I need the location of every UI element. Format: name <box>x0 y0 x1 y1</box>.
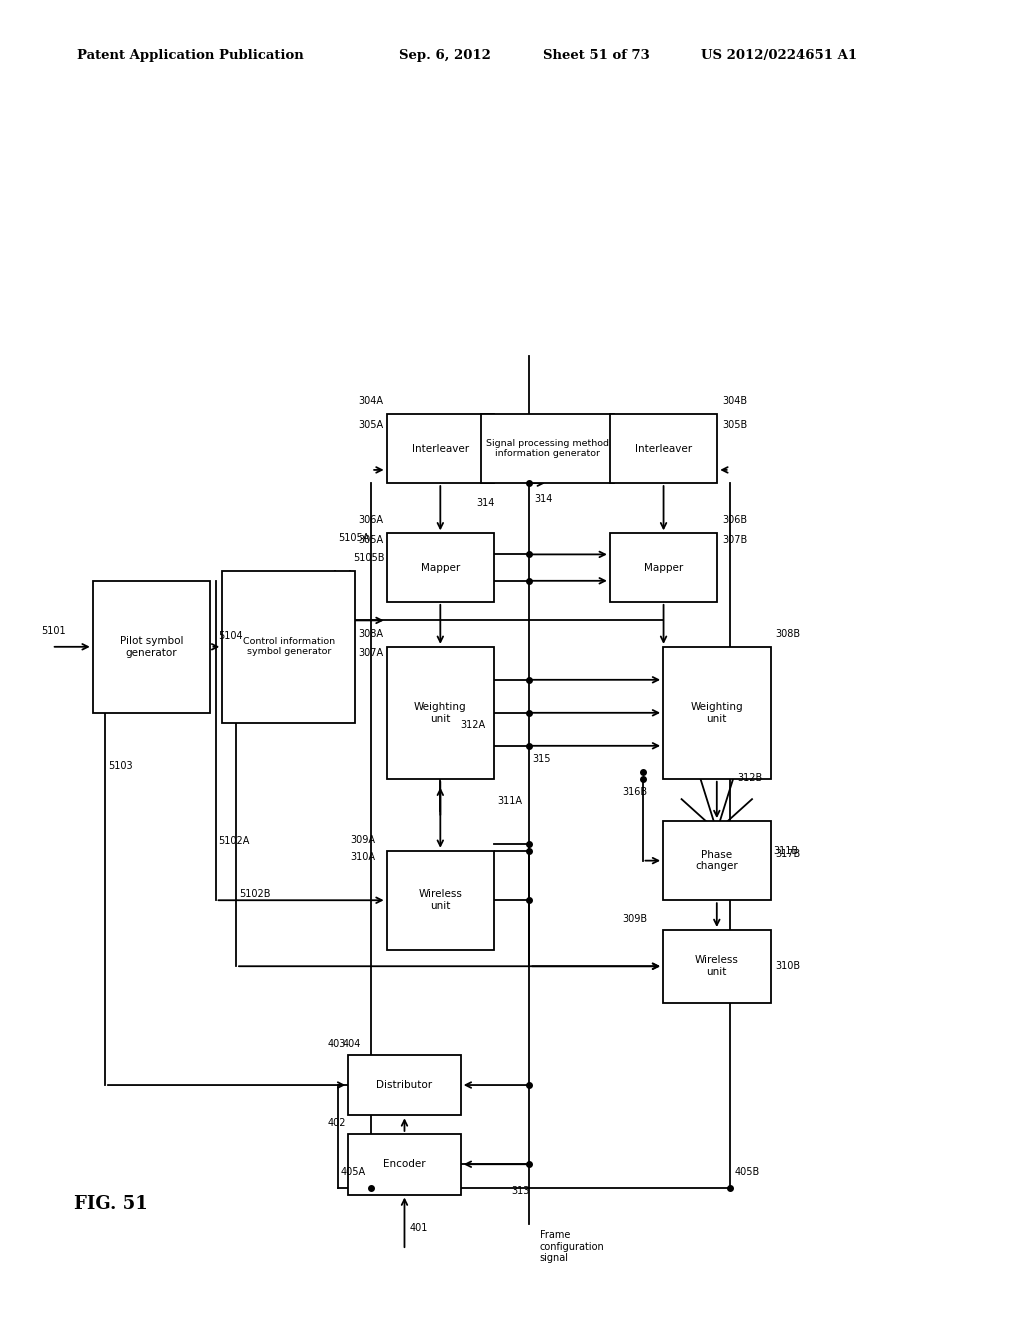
Bar <box>610 414 717 483</box>
Text: 315: 315 <box>532 754 551 764</box>
Text: Frame
configuration
signal: Frame configuration signal <box>540 1230 604 1263</box>
Text: 306B: 306B <box>723 515 748 525</box>
Bar <box>664 647 770 779</box>
Text: Pilot symbol
generator: Pilot symbol generator <box>120 636 183 657</box>
Text: 304A: 304A <box>358 396 383 407</box>
Text: 305A: 305A <box>358 535 383 545</box>
Text: 308A: 308A <box>358 628 383 639</box>
Text: 316B: 316B <box>622 787 647 797</box>
Bar <box>387 533 494 602</box>
Bar <box>348 1134 461 1195</box>
Text: 404: 404 <box>343 1039 361 1049</box>
Bar <box>92 581 211 713</box>
Text: 311B: 311B <box>774 846 799 855</box>
Text: Mapper: Mapper <box>421 562 460 573</box>
Text: 311A: 311A <box>498 796 522 805</box>
Text: 306A: 306A <box>358 515 383 525</box>
Text: Wireless
unit: Wireless unit <box>695 956 738 977</box>
Text: Wireless
unit: Wireless unit <box>419 890 462 911</box>
Text: 312A: 312A <box>461 721 486 730</box>
Text: 317B: 317B <box>776 849 801 859</box>
Text: Mapper: Mapper <box>644 562 683 573</box>
Text: 5102A: 5102A <box>219 836 250 846</box>
Text: 312B: 312B <box>737 774 763 783</box>
Text: Control information
symbol generator: Control information symbol generator <box>243 638 335 656</box>
Text: 5103: 5103 <box>109 760 133 771</box>
Text: 5105B: 5105B <box>353 553 385 562</box>
Text: 309B: 309B <box>622 915 647 924</box>
Text: Signal processing method
information generator: Signal processing method information gen… <box>486 440 609 458</box>
Text: 403: 403 <box>328 1039 346 1049</box>
Text: 5102B: 5102B <box>239 888 270 899</box>
Text: 310B: 310B <box>776 961 801 972</box>
Text: Interleaver: Interleaver <box>412 444 469 454</box>
Text: 314: 314 <box>476 498 495 508</box>
Text: 405A: 405A <box>340 1167 366 1177</box>
Text: 309A: 309A <box>350 836 376 845</box>
Bar <box>348 1055 461 1115</box>
Text: Weighting
unit: Weighting unit <box>690 702 743 723</box>
Text: 308B: 308B <box>776 628 801 639</box>
Bar <box>222 570 355 722</box>
Bar <box>664 929 770 1003</box>
Text: 307B: 307B <box>723 535 748 545</box>
Text: 5104: 5104 <box>219 631 244 642</box>
Text: Sep. 6, 2012: Sep. 6, 2012 <box>399 49 492 62</box>
Text: 305B: 305B <box>723 420 748 430</box>
Text: Distributor: Distributor <box>377 1080 432 1090</box>
Bar <box>387 414 494 483</box>
Text: Phase
changer: Phase changer <box>695 850 738 871</box>
Text: 307A: 307A <box>358 648 383 659</box>
Text: Patent Application Publication: Patent Application Publication <box>77 49 303 62</box>
Text: 402: 402 <box>328 1118 346 1129</box>
Text: FIG. 51: FIG. 51 <box>74 1195 147 1213</box>
Bar <box>387 850 494 950</box>
Text: 405B: 405B <box>735 1167 760 1177</box>
Text: Sheet 51 of 73: Sheet 51 of 73 <box>543 49 649 62</box>
Text: 5101: 5101 <box>41 626 67 636</box>
Bar <box>664 821 770 900</box>
Bar <box>387 647 494 779</box>
Text: 304B: 304B <box>723 396 748 407</box>
Text: Encoder: Encoder <box>383 1159 426 1170</box>
Bar <box>481 414 614 483</box>
Text: 313: 313 <box>511 1185 529 1196</box>
Text: US 2012/0224651 A1: US 2012/0224651 A1 <box>701 49 857 62</box>
Bar <box>610 533 717 602</box>
Text: Weighting
unit: Weighting unit <box>414 702 467 723</box>
Text: 401: 401 <box>410 1222 428 1233</box>
Text: 314: 314 <box>535 494 553 504</box>
Text: Interleaver: Interleaver <box>635 444 692 454</box>
Text: 310A: 310A <box>350 853 376 862</box>
Text: 305A: 305A <box>358 420 383 430</box>
Text: 5105A: 5105A <box>338 533 370 543</box>
